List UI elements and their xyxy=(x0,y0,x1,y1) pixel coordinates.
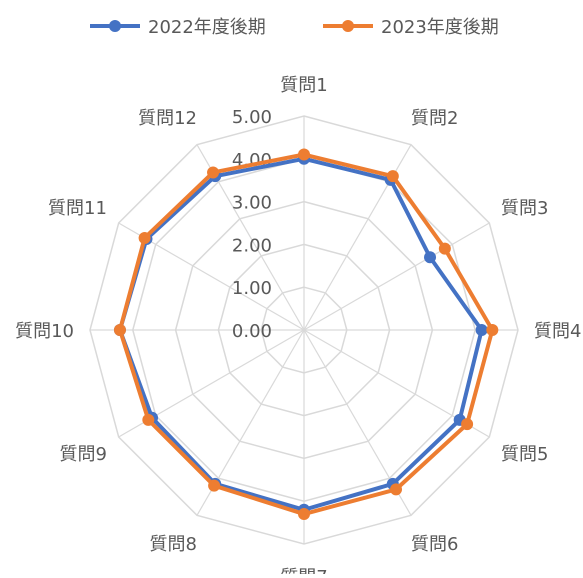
r-tick-label: 2.00 xyxy=(232,235,272,256)
series-2-point-8 xyxy=(208,479,221,492)
series-1-point-3 xyxy=(424,251,437,264)
series-2-point-7 xyxy=(298,508,310,521)
category-label: 質問12 xyxy=(138,108,197,129)
series-2-point-6 xyxy=(390,483,403,496)
series-2-point-3 xyxy=(438,242,451,255)
series-2-point-11 xyxy=(138,231,151,244)
category-label: 質問10 xyxy=(15,321,74,342)
series-2-point-2 xyxy=(386,170,399,183)
legend-marker-2 xyxy=(342,20,354,32)
legend-label-2: 2023年度後期 xyxy=(381,17,499,38)
series-2-point-9 xyxy=(142,413,155,426)
category-label: 質問1 xyxy=(280,75,327,96)
r-tick-label: 3.00 xyxy=(232,193,272,214)
series-2-point-10 xyxy=(113,324,126,336)
series-2-point-4 xyxy=(486,324,499,336)
category-label: 質問2 xyxy=(411,108,458,129)
category-label: 質問9 xyxy=(60,444,107,465)
r-tick-label: 0.00 xyxy=(232,321,272,342)
r-tick-label: 5.00 xyxy=(232,107,272,128)
category-label: 質問11 xyxy=(48,198,107,219)
series-1-point-4 xyxy=(475,324,488,336)
category-label: 質問3 xyxy=(501,198,548,219)
category-label: 質問8 xyxy=(150,534,197,555)
category-label: 質問4 xyxy=(534,321,581,342)
grid-spoke-3 xyxy=(303,222,490,331)
series-2-point-5 xyxy=(461,418,474,431)
category-label: 質問6 xyxy=(411,534,458,555)
category-label: 質問5 xyxy=(501,444,548,465)
series-2-point-1 xyxy=(298,148,310,161)
legend-marker-1 xyxy=(109,20,121,32)
legend-label-1: 2022年度後期 xyxy=(148,17,266,38)
r-tick-label: 1.00 xyxy=(232,278,272,299)
series-2-point-12 xyxy=(207,166,220,179)
category-label: 質問7 xyxy=(280,567,327,574)
